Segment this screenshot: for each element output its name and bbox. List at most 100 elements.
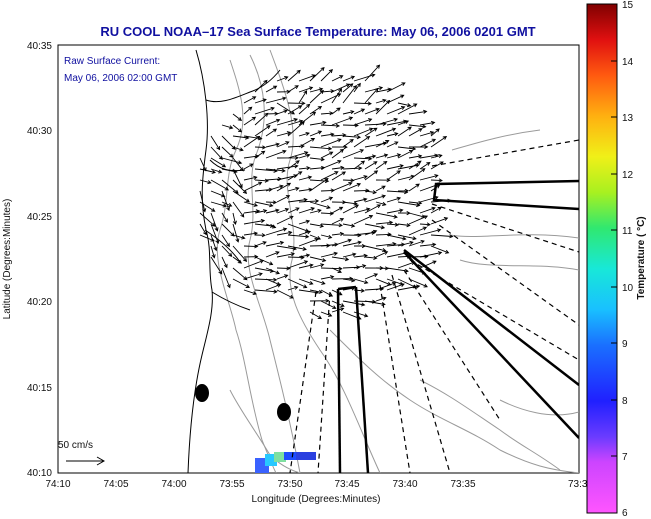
current-vector — [386, 170, 401, 181]
current-vector — [210, 201, 227, 208]
current-vector — [397, 150, 414, 159]
current-vector — [342, 166, 363, 171]
current-vector — [386, 94, 405, 104]
current-vector — [320, 251, 339, 258]
current-vector — [353, 127, 374, 137]
current-vector — [364, 255, 378, 261]
current-vector — [309, 289, 323, 294]
bathymetry-contours — [216, 49, 579, 473]
current-vector — [232, 168, 243, 189]
current-vector — [243, 96, 257, 104]
current-vector — [419, 195, 439, 203]
radar-site-marker — [195, 384, 209, 402]
current-vector — [276, 164, 299, 170]
current-vector — [331, 165, 345, 170]
coastline — [187, 49, 281, 473]
current-vector — [430, 234, 454, 239]
current-vector — [276, 76, 289, 82]
current-vector — [298, 198, 320, 204]
current-vector — [309, 298, 330, 303]
current-vector — [386, 251, 410, 258]
current-vector — [265, 240, 285, 247]
current-vector — [408, 109, 428, 115]
current-vector — [430, 198, 452, 203]
current-vector — [276, 266, 291, 271]
current-vector — [298, 219, 311, 225]
x-tick-label: 73:40 — [392, 479, 417, 490]
current-vector — [243, 106, 253, 115]
current-vector — [309, 130, 323, 137]
current-vector — [265, 200, 278, 205]
current-vector — [386, 234, 407, 241]
current-vector — [232, 157, 244, 172]
current-vector — [221, 245, 233, 257]
current-vector — [210, 135, 221, 151]
current-vector — [232, 278, 251, 288]
x-tick-label: 73:3 — [568, 479, 588, 490]
current-vector — [232, 245, 248, 263]
current-vector — [243, 201, 259, 207]
current-vector — [287, 245, 307, 251]
current-vector — [320, 132, 335, 137]
current-vector — [298, 278, 314, 285]
current-vector — [254, 106, 275, 115]
current-vector — [375, 99, 391, 115]
current-vector — [287, 101, 306, 106]
current-vector — [298, 90, 308, 104]
current-vector — [232, 146, 244, 152]
current-vector — [276, 118, 299, 126]
current-vector — [309, 311, 323, 319]
current-vector — [375, 296, 387, 302]
current-vector — [221, 234, 230, 248]
current-vector — [309, 66, 325, 82]
current-vector — [232, 190, 250, 203]
current-vector — [243, 116, 257, 126]
colorbar-tick: 13 — [622, 113, 634, 124]
current-vector — [375, 212, 398, 219]
current-vector — [331, 75, 344, 82]
y-tick-label: 40:10 — [27, 468, 52, 479]
current-vector — [342, 286, 356, 291]
colorbar-tick-labels: 15 14 13 12 11 10 9 8 7 6 — [622, 0, 634, 519]
current-vector — [298, 175, 313, 181]
current-vector — [276, 131, 292, 137]
current-vector — [386, 196, 402, 203]
current-vector — [408, 200, 423, 206]
current-vector-field — [199, 64, 454, 320]
current-vector — [419, 260, 437, 269]
current-vector — [342, 83, 354, 93]
current-vector — [408, 226, 428, 236]
current-vector — [309, 278, 326, 285]
current-vector — [199, 190, 207, 213]
current-vector — [353, 197, 368, 203]
current-vector — [364, 86, 384, 93]
current-vector — [408, 278, 428, 288]
current-vector — [331, 88, 343, 104]
current-vector — [397, 201, 421, 208]
current-vector — [287, 69, 301, 82]
current-vector — [210, 256, 223, 275]
colorbar-tick: 8 — [622, 396, 628, 407]
current-vector — [331, 148, 345, 159]
current-vector — [430, 161, 444, 170]
current-vector — [265, 251, 280, 258]
current-vector — [276, 182, 292, 192]
current-vector — [287, 105, 303, 115]
current-vector — [430, 207, 442, 214]
current-vector — [276, 245, 297, 251]
current-vector — [419, 174, 439, 181]
current-vector — [320, 123, 341, 128]
current-vector — [353, 118, 373, 126]
current-vector — [309, 263, 325, 269]
current-vector — [276, 89, 291, 94]
radar-site-marker — [277, 403, 291, 421]
current-vector — [342, 149, 365, 159]
current-vector — [397, 188, 410, 193]
current-vector — [320, 151, 334, 159]
current-vector — [408, 124, 427, 129]
current-vector — [287, 186, 300, 192]
current-vector — [364, 87, 379, 104]
colorbar-tick: 12 — [622, 170, 634, 181]
current-vector — [353, 82, 361, 93]
